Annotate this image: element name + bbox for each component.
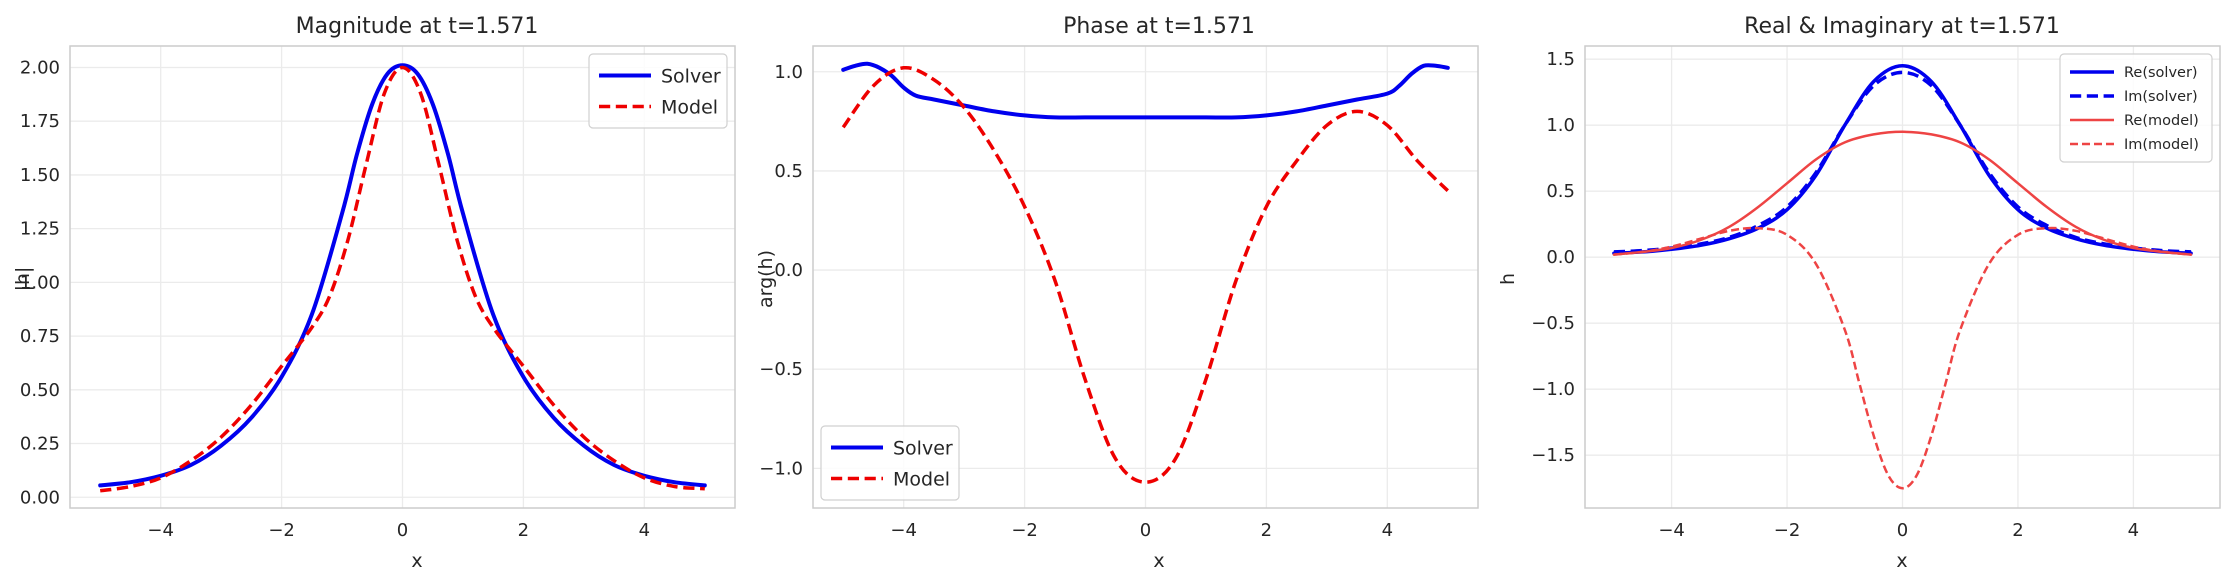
subplot-title: Real & Imaginary at t=1.571 bbox=[1744, 14, 2060, 39]
series-line-solver bbox=[841, 61, 1450, 120]
y-tick-label: 0.00 bbox=[20, 487, 60, 508]
x-tick-label: 4 bbox=[2128, 520, 2139, 541]
legend-label: Re(solver) bbox=[2124, 65, 2198, 81]
y-tick-label: −1.0 bbox=[759, 458, 803, 479]
y-tick-label: 0.0 bbox=[774, 260, 803, 281]
legend-label: Re(model) bbox=[2124, 113, 2199, 129]
x-tick-label: 0 bbox=[397, 520, 408, 541]
plot-frame bbox=[1584, 45, 2221, 509]
x-tick-label: 2 bbox=[2012, 520, 2023, 541]
y-tick-label: 0.0 bbox=[1546, 247, 1575, 268]
y-tick-label: 1.5 bbox=[1546, 49, 1575, 70]
y-tick-label: 0.5 bbox=[1546, 181, 1575, 202]
legend-box bbox=[2059, 53, 2213, 163]
y-tick-label: 0.75 bbox=[20, 326, 60, 347]
subplot-real-imaginary: Real & Imaginary at t=1.571 x h −4 −2 0 2 4 −… bbox=[1497, 14, 2221, 572]
y-axis-label: h bbox=[1497, 273, 1519, 285]
legend-label: Solver bbox=[893, 438, 953, 460]
legend-label: Model bbox=[661, 97, 718, 119]
subplot-phase: Phase at t=1.571 x arg(h) −4 −2 0 2 4 −1.0 −0.… bbox=[755, 14, 1479, 572]
legend-box bbox=[588, 53, 728, 129]
y-tick-label: 1.25 bbox=[20, 219, 60, 240]
series-line-solver bbox=[98, 63, 707, 488]
y-tick-label: 1.50 bbox=[20, 165, 60, 186]
x-axis-label: x bbox=[1153, 550, 1164, 572]
y-tick-label: −0.5 bbox=[759, 359, 803, 380]
y-tick-label: −1.0 bbox=[1531, 379, 1575, 400]
subplot-magnitude: Magnitude at t=1.571 x |h| −4 −2 0 2 4 0.00 0.… bbox=[12, 14, 736, 572]
legend: Re(solver) Im(solver) Re(model) Im(model) bbox=[2059, 53, 2213, 163]
legend: Solver Model bbox=[820, 425, 960, 501]
subplot-title: Magnitude at t=1.571 bbox=[296, 14, 539, 39]
y-tick-label: 0.50 bbox=[20, 380, 60, 401]
x-tick-label: 4 bbox=[639, 520, 650, 541]
x-tick-label: −2 bbox=[1774, 520, 1801, 541]
y-tick-label: 1.75 bbox=[20, 111, 60, 132]
x-tick-label: 0 bbox=[1897, 520, 1908, 541]
y-axis-label: arg(h) bbox=[755, 250, 777, 308]
y-tick-label: 1.0 bbox=[1546, 115, 1575, 136]
x-tick-label: −4 bbox=[1658, 520, 1685, 541]
series-line-model bbox=[841, 66, 1450, 484]
x-tick-label: 4 bbox=[1382, 520, 1393, 541]
x-tick-label: −4 bbox=[147, 520, 174, 541]
subplot-title: Phase at t=1.571 bbox=[1063, 14, 1255, 39]
x-axis-label: x bbox=[1896, 550, 1907, 572]
legend-label: Im(solver) bbox=[2124, 89, 2198, 105]
x-tick-label: 2 bbox=[1261, 520, 1272, 541]
series-line-im-model bbox=[1613, 226, 2192, 490]
legend-label: Model bbox=[893, 469, 950, 491]
x-tick-label: 2 bbox=[518, 520, 529, 541]
series-line-re-solver bbox=[1612, 64, 2193, 255]
x-tick-label: −2 bbox=[268, 520, 295, 541]
x-tick-label: 0 bbox=[1140, 520, 1151, 541]
y-tick-label: −1.5 bbox=[1531, 445, 1575, 466]
y-tick-label: 1.0 bbox=[774, 62, 803, 83]
legend-box bbox=[820, 425, 960, 501]
legend-label: Solver bbox=[661, 66, 721, 88]
y-tick-label: 1.00 bbox=[20, 272, 60, 293]
legend-label: Im(model) bbox=[2124, 137, 2199, 153]
y-tick-label: −0.5 bbox=[1531, 313, 1575, 334]
plot-frame bbox=[69, 45, 736, 509]
x-tick-label: −2 bbox=[1011, 520, 1038, 541]
y-tick-label: 2.00 bbox=[20, 57, 60, 78]
x-tick-label: −4 bbox=[890, 520, 917, 541]
x-axis-label: x bbox=[411, 550, 422, 572]
y-tick-label: 0.25 bbox=[20, 434, 60, 455]
series-line-model bbox=[99, 65, 705, 493]
plot-frame bbox=[812, 45, 1479, 509]
legend: Solver Model bbox=[588, 53, 728, 129]
y-tick-label: 0.5 bbox=[774, 161, 803, 182]
y-axis-label: |h| bbox=[12, 267, 34, 292]
